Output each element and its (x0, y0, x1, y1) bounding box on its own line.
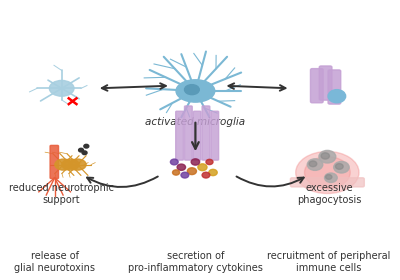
FancyBboxPatch shape (310, 69, 323, 103)
FancyBboxPatch shape (184, 106, 192, 160)
FancyBboxPatch shape (176, 111, 184, 160)
Circle shape (209, 169, 217, 176)
Ellipse shape (69, 159, 86, 170)
Text: release of
glial neurotoxins: release of glial neurotoxins (14, 251, 95, 273)
Ellipse shape (176, 80, 215, 102)
Text: reduced neurotrophic
support: reduced neurotrophic support (9, 183, 114, 205)
Circle shape (172, 170, 180, 175)
FancyBboxPatch shape (211, 111, 219, 160)
FancyBboxPatch shape (193, 111, 201, 160)
Circle shape (321, 153, 330, 159)
Text: excessive
phagocytosis: excessive phagocytosis (297, 183, 361, 205)
Circle shape (78, 148, 84, 152)
FancyBboxPatch shape (202, 106, 210, 160)
Circle shape (206, 159, 213, 165)
Circle shape (309, 161, 317, 167)
Circle shape (187, 168, 196, 175)
Circle shape (319, 150, 336, 163)
Circle shape (334, 162, 349, 173)
Text: recruitment of peripheral
immune cells: recruitment of peripheral immune cells (268, 251, 391, 273)
Text: activated microglia: activated microglia (145, 117, 246, 127)
Ellipse shape (49, 80, 74, 96)
Circle shape (84, 144, 89, 148)
Circle shape (326, 175, 332, 179)
Text: secretion of
pro-inflammatory cytokines: secretion of pro-inflammatory cytokines (128, 251, 263, 273)
Circle shape (307, 159, 323, 171)
Circle shape (177, 164, 186, 171)
Circle shape (181, 172, 189, 178)
FancyBboxPatch shape (328, 70, 341, 104)
Ellipse shape (296, 151, 359, 193)
Circle shape (170, 159, 178, 165)
Circle shape (82, 151, 87, 155)
Ellipse shape (55, 159, 72, 170)
Ellipse shape (62, 159, 79, 170)
Circle shape (191, 159, 200, 165)
Circle shape (324, 173, 337, 183)
FancyBboxPatch shape (50, 145, 58, 179)
FancyBboxPatch shape (319, 66, 332, 100)
Ellipse shape (184, 85, 199, 95)
Circle shape (198, 164, 207, 171)
Ellipse shape (304, 157, 350, 188)
FancyBboxPatch shape (290, 178, 364, 187)
Circle shape (328, 90, 346, 103)
Circle shape (336, 164, 343, 169)
Circle shape (202, 172, 210, 178)
